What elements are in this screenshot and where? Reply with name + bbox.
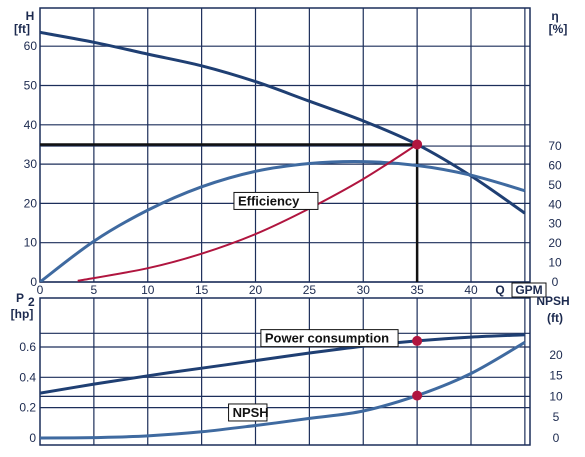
upper-left-tick-label: 10 bbox=[24, 236, 38, 250]
p2-axis-subscript: 2 bbox=[28, 295, 35, 309]
npsh-label-box bbox=[228, 403, 268, 422]
efficiency-label: Efficiency bbox=[238, 193, 300, 208]
upper-right-tick-label: 50 bbox=[548, 178, 562, 192]
npsh-curve bbox=[40, 341, 526, 440]
upper-right-tick-label: 60 bbox=[548, 158, 562, 172]
lower-left-tick-label: 0.6 bbox=[19, 340, 36, 354]
upper-right-tick-label: 30 bbox=[548, 217, 562, 231]
p2-axis-title: P bbox=[16, 291, 24, 305]
lower-right-tick-label: 5 bbox=[553, 410, 560, 424]
annotations: Efficiency Power consumption NPSH bbox=[228, 191, 399, 422]
operating-point-marker bbox=[412, 390, 423, 401]
eta-axis-title: η bbox=[551, 9, 558, 23]
upper-right-tick-label: 70 bbox=[548, 139, 562, 153]
power-consumption-label-box bbox=[260, 329, 399, 348]
head-curve bbox=[40, 30, 526, 215]
x-tick-label: 25 bbox=[303, 283, 317, 297]
lower-right-tick-label: 0 bbox=[553, 431, 560, 445]
lower-left-tick-label: 0 bbox=[29, 431, 36, 445]
upper-right-tick-label: 10 bbox=[548, 256, 562, 270]
series-layer bbox=[40, 30, 526, 440]
lower-left-tick-label: 0.2 bbox=[19, 401, 36, 415]
operating-point-marker bbox=[412, 335, 423, 346]
npsh-axis-title: NPSH bbox=[536, 294, 569, 308]
npsh-label: NPSH bbox=[233, 405, 269, 420]
q-axis-title: Q bbox=[495, 283, 504, 297]
efficiency-label-box bbox=[233, 191, 319, 210]
upper-right-tick-label: 40 bbox=[548, 197, 562, 211]
duty-point-marker bbox=[412, 139, 423, 150]
h-axis-title: H bbox=[26, 9, 35, 23]
upper-left-tick-label: 30 bbox=[24, 157, 38, 171]
x-tick-label: 15 bbox=[195, 283, 209, 297]
x-tick-label: 5 bbox=[91, 283, 98, 297]
system-curve bbox=[77, 143, 418, 282]
gpm-unit-label: GPM bbox=[515, 283, 542, 297]
gpm-unit-box bbox=[511, 282, 547, 298]
x-tick-label: 10 bbox=[141, 283, 155, 297]
lower-right-tick-label: 10 bbox=[549, 389, 563, 403]
x-tick-label: 30 bbox=[357, 283, 371, 297]
x-tick-label: 35 bbox=[410, 283, 424, 297]
power-consumption-label: Power consumption bbox=[265, 331, 389, 346]
upper-right-tick-label: 20 bbox=[548, 236, 562, 250]
x-tick-label: 40 bbox=[464, 283, 478, 297]
x-tick-label: 20 bbox=[249, 283, 263, 297]
p2-axis-unit: [hp] bbox=[11, 307, 34, 321]
upper-left-tick-label: 20 bbox=[24, 196, 38, 210]
axis-titles: H[ft] η[%] Q GPM P 2[hp] NPSH (ft) bbox=[11, 9, 570, 325]
lower-left-tick-label: 0.4 bbox=[19, 370, 36, 384]
upper-left-tick-label: 40 bbox=[24, 118, 38, 132]
eta-axis-unit: [%] bbox=[549, 22, 568, 36]
lower-right-tick-label: 20 bbox=[549, 348, 563, 362]
lower-right-tick-label: 15 bbox=[549, 369, 563, 383]
npsh-axis-unit: (ft) bbox=[547, 311, 563, 325]
h-axis-unit: [ft] bbox=[14, 22, 30, 36]
upper-right-tick-label: 0 bbox=[552, 275, 559, 289]
upper-left-tick-label: 50 bbox=[24, 79, 38, 93]
efficiency-curve bbox=[40, 160, 526, 282]
power-consumption-curve bbox=[40, 333, 525, 395]
upper-left-tick-label: 60 bbox=[24, 39, 38, 53]
x-tick-label: 0 bbox=[37, 283, 44, 297]
upper-left-tick-label: 0 bbox=[30, 275, 37, 289]
